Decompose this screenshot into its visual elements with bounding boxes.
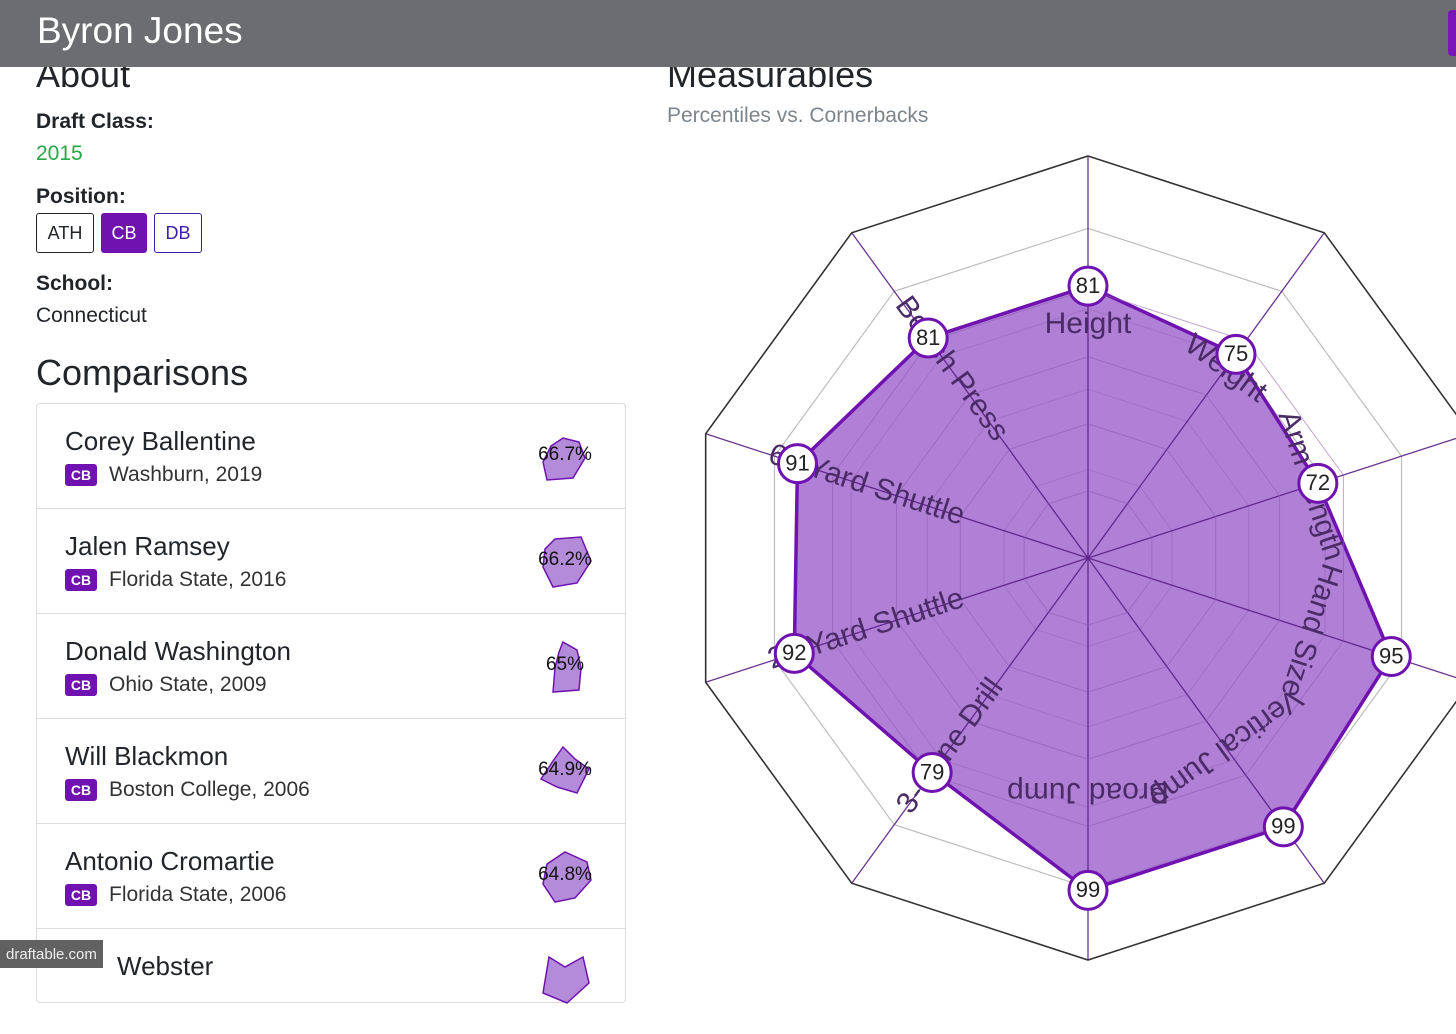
radar-value-marker <box>1067 265 1109 307</box>
comparison-name[interactable]: Webster <box>117 951 214 981</box>
mini-radar-icon <box>552 640 582 693</box>
comparison-name[interactable]: Antonio Cromartie <box>65 846 275 876</box>
similarity-percent: 64.8% <box>538 864 592 885</box>
radar-inner-ring <box>895 356 1281 760</box>
position-badge: CB <box>65 884 97 906</box>
position-cb-button[interactable]: CB <box>101 213 147 253</box>
comparison-school: Florida State, 2016 <box>109 568 287 591</box>
radar-inner-ring <box>959 423 1217 693</box>
position-badge: CB <box>65 569 97 591</box>
radar-value-label: 72 <box>1306 470 1330 495</box>
comparison-name[interactable]: Corey Ballentine <box>65 426 256 456</box>
comparison-school: Ohio State, 2009 <box>109 673 267 696</box>
radar-value-label: 81 <box>1076 273 1100 298</box>
comparison-item[interactable]: Webster <box>37 929 625 1034</box>
comparisons-heading: Comparisons <box>36 352 249 393</box>
radar-value-marker <box>776 443 818 485</box>
draft-class-label: Draft Class: <box>36 110 154 133</box>
radar-value-marker <box>1215 333 1257 375</box>
position-ath-button[interactable]: ATH <box>36 213 94 253</box>
comparison-name[interactable]: Donald Washington <box>65 636 291 666</box>
similarity-percent: 65% <box>545 654 585 675</box>
radar-axis-label: Broad Jump <box>1007 776 1169 809</box>
comparison-school: Washburn, 2019 <box>109 463 263 486</box>
radar-value-marker <box>1297 462 1339 504</box>
radar-value-label: 91 <box>785 450 809 475</box>
mini-radar-icon <box>542 851 592 903</box>
comparison-name[interactable]: Jalen Ramsey <box>65 531 230 561</box>
radar-value-label: 92 <box>782 640 806 665</box>
mini-radar-icon <box>539 745 590 794</box>
draft-class-value[interactable]: 2015 <box>36 142 83 165</box>
mini-radar-icon <box>542 437 586 481</box>
position-label: Position: <box>36 185 126 208</box>
similarity-percent: 64.9% <box>538 759 592 780</box>
radar-value-label: 81 <box>916 325 940 350</box>
comparison-school: Florida State, 2006 <box>109 883 287 906</box>
radar-value-label: 95 <box>1379 643 1403 668</box>
comparison-item[interactable]: Will Blackmon CB Boston College, 2006 64… <box>37 719 625 824</box>
radar-value-marker <box>773 632 815 674</box>
comparison-name[interactable]: Will Blackmon <box>65 741 229 771</box>
radar-value-marker <box>1262 806 1304 848</box>
player-name-title: Byron Jones <box>37 10 243 51</box>
mini-radar-icon <box>542 955 590 1004</box>
measurables-subtitle: Percentiles vs. Cornerbacks <box>667 104 929 127</box>
radar-value-marker <box>907 317 949 359</box>
radar-value-label: 75 <box>1224 341 1248 366</box>
radar-value-label: 99 <box>1076 877 1100 902</box>
position-db-button[interactable]: DB <box>154 213 202 253</box>
comparison-list: Corey Ballentine CB Washburn, 2019 66.7%… <box>36 403 626 1004</box>
radar-value-marker <box>1067 869 1109 911</box>
radar-value-marker <box>911 752 953 794</box>
radar-inner-ring <box>1023 490 1153 626</box>
header-action-button[interactable] <box>1448 10 1456 56</box>
comparison-item[interactable]: Donald Washington CB Ohio State, 2009 65… <box>37 614 625 719</box>
mini-radar-icon <box>542 536 592 588</box>
similarity-percent: 66.2% <box>538 549 592 570</box>
comparison-item[interactable]: Corey Ballentine CB Washburn, 2019 66.7% <box>37 404 625 509</box>
top-bar: Byron Jones <box>0 0 1456 67</box>
radar-value-label: 99 <box>1271 814 1295 839</box>
position-badge: CB <box>65 779 97 801</box>
radar-inner-ring <box>832 288 1344 828</box>
radar-axis-label: Height <box>1045 307 1132 340</box>
radar-value-marker <box>1370 636 1412 678</box>
similarity-percent: 66.7% <box>538 444 592 465</box>
comparison-item[interactable]: Jalen Ramsey CB Florida State, 2016 66.2… <box>37 509 625 614</box>
position-badge: CB <box>65 464 97 486</box>
school-value: Connecticut <box>36 304 147 327</box>
comparison-item[interactable]: Antonio Cromartie CB Florida State, 2006… <box>37 824 625 929</box>
comparison-school: Boston College, 2006 <box>109 778 310 801</box>
school-label: School: <box>36 272 113 295</box>
position-badge: CB <box>65 674 97 696</box>
radar-value-label: 79 <box>920 759 944 784</box>
site-watermark: draftable.com <box>0 940 103 968</box>
